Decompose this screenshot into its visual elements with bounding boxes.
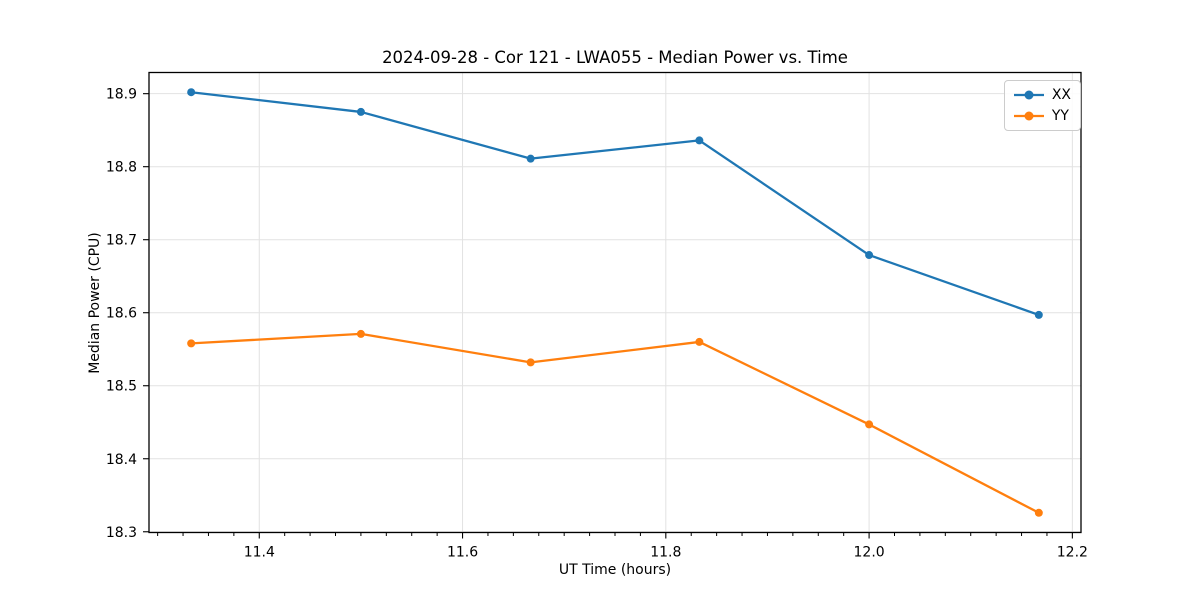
legend-line-sample-icon	[1013, 111, 1044, 121]
y-tick-label: 18.5	[106, 379, 137, 395]
data-point-xx	[187, 88, 196, 97]
data-point-xx	[1034, 310, 1043, 319]
legend-label: YY	[1051, 108, 1069, 124]
y-tick-label: 18.9	[106, 87, 137, 103]
data-point-yy	[356, 329, 365, 338]
data-point-yy	[865, 420, 874, 429]
data-point-xx	[526, 154, 535, 163]
data-point-xx	[695, 136, 704, 145]
data-point-xx	[356, 107, 365, 116]
x-tick-label: 11.4	[244, 545, 275, 561]
series-line-xx	[190, 91, 1040, 317]
data-point-yy	[695, 337, 704, 346]
legend-entry-xx: XX	[1013, 85, 1071, 105]
x-tick-label: 12.0	[854, 545, 885, 561]
y-tick-label: 18.6	[106, 306, 137, 322]
data-point-yy	[187, 339, 196, 348]
legend-label: XX	[1051, 87, 1071, 103]
y-tick-label: 18.7	[106, 233, 137, 249]
y-tick-label: 18.8	[106, 160, 137, 176]
x-tick-label: 12.2	[1057, 545, 1088, 561]
data-point-xx	[865, 251, 874, 260]
legend: XX YY	[1003, 80, 1081, 131]
data-point-yy	[1034, 508, 1043, 517]
axes-box	[148, 71, 1082, 534]
data-point-yy	[526, 358, 535, 367]
legend-line-sample-icon	[1013, 90, 1044, 100]
x-tick-label: 11.8	[650, 545, 681, 561]
y-tick-label: 18.4	[106, 452, 137, 468]
x-tick-label: 11.6	[447, 545, 478, 561]
legend-entry-yy: YY	[1013, 106, 1071, 126]
x-axis-title: UT Time (hours)	[558, 562, 672, 578]
series-line-yy	[190, 332, 1040, 514]
y-tick-label: 18.3	[106, 525, 137, 541]
chart-title: 2024-09-28 - Cor 121 - LWA055 - Median P…	[382, 48, 848, 67]
